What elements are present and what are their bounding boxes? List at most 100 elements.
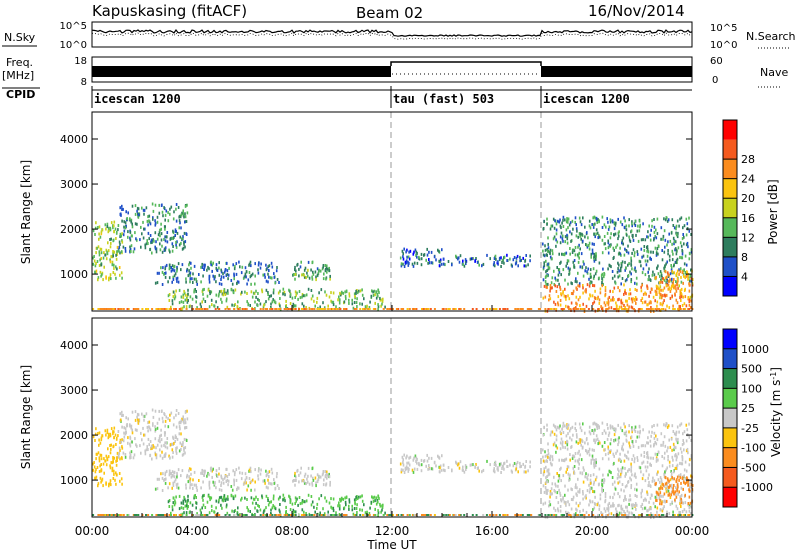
power-echo-cell [94,264,97,268]
velocity-echo-cell [254,480,256,484]
power-echo-cell [258,299,260,302]
power-echo-cell [184,298,187,302]
power-echo-cell [175,277,178,281]
power-echo-cell [188,263,190,267]
power-echo-cell [307,287,310,291]
velocity-echo-cell [688,504,691,508]
velocity-echo-cell [553,432,556,436]
power-echo-cell [607,251,610,255]
velocity-echo-cell [493,463,496,466]
power-echo-cell [242,276,245,280]
power-ground-cell [547,308,550,310]
power-echo-cell [283,290,286,294]
power-echo-cell [110,277,112,281]
power-echo-cell [546,285,548,289]
velocity-echo-cell [176,475,178,479]
colorbar-tick-label: 28 [741,153,755,166]
velocity-echo-cell [116,473,118,477]
power-echo-cell [575,286,577,290]
power-ground-cell [173,308,175,310]
velocity-echo-cell [245,476,248,480]
x-tick-label: 04:00 [175,524,210,538]
velocity-ground-cell [492,514,495,516]
power-echo-cell [406,255,408,259]
power-echo-cell [586,231,588,235]
power-ground-cell [433,308,436,310]
power-echo-cell [610,265,612,269]
velocity-echo-cell [113,456,116,460]
power-echo-cell [211,303,213,307]
velocity-ground-cell [218,514,221,516]
velocity-echo-cell [355,495,357,499]
velocity-echo-cell [321,473,324,477]
power-echo-cell [183,242,185,246]
velocity-echo-cell [173,416,175,420]
power-echo-cell [215,293,218,297]
power-echo-cell [97,276,100,280]
velocity-echo-cell [121,410,123,414]
velocity-echo-cell [545,476,547,480]
power-echo-cell [212,261,214,265]
velocity-echo-cell [102,484,104,488]
velocity-echo-cell [614,438,617,442]
power-echo-cell [147,215,149,219]
velocity-echo-cell [189,501,192,505]
velocity-echo-cell [273,481,276,485]
velocity-echo-cell [679,495,681,499]
velocity-echo-cell [524,464,527,468]
velocity-echo-cell [587,473,589,477]
velocity-echo-cell [677,437,679,441]
power-echo-cell [137,215,140,219]
velocity-echo-cell [132,456,135,460]
velocity-ground-cell [245,514,248,516]
velocity-echo-cell [675,495,678,499]
power-echo-cell [377,288,379,292]
power-echo-cell [686,271,689,275]
velocity-echo-cell [129,444,132,448]
power-echo-cell [662,234,665,238]
power-ground-cell [625,308,628,310]
velocity-echo-cell [188,475,190,479]
power-echo-cell [265,263,267,267]
velocity-echo-cell [297,503,299,507]
velocity-echo-cell [175,446,177,450]
power-echo-cell [338,301,341,305]
power-echo-cell [160,204,163,207]
velocity-echo-cell [140,451,142,455]
power-echo-cell [225,297,228,301]
velocity-ground-cell [406,514,409,516]
velocity-echo-cell [578,449,580,453]
velocity-echo-cell [664,444,667,448]
velocity-ground-cell [411,514,414,516]
velocity-echo-cell [263,509,265,513]
power-echo-cell [98,225,101,229]
power-echo-cell [643,245,646,248]
velocity-echo-cell [589,474,592,478]
power-echo-cell [98,264,101,267]
velocity-echo-cell [130,450,133,454]
velocity-echo-cell [316,479,319,483]
velocity-echo-cell [144,433,146,437]
velocity-echo-cell [631,506,634,510]
power-echo-cell [245,270,248,274]
velocity-echo-cell [357,495,360,499]
power-ground-cell [198,308,201,310]
power-echo-cell [617,261,619,265]
velocity-echo-cell [638,435,641,439]
power-echo-cell [102,256,105,260]
power-echo-cell [570,232,573,236]
velocity-echo-cell [587,450,590,453]
velocity-echo-cell [654,495,657,499]
power-ground-cell [621,308,624,310]
velocity-echo-cell [155,446,157,450]
power-echo-cell [237,280,240,284]
velocity-echo-cell [582,480,585,484]
power-echo-cell [223,291,226,295]
velocity-echo-cell [404,466,407,470]
velocity-echo-cell [181,512,184,516]
velocity-echo-cell [222,481,225,485]
velocity-echo-cell [544,501,547,505]
power-echo-cell [331,300,333,304]
velocity-echo-cell [641,507,644,511]
power-echo-cell [169,237,172,241]
